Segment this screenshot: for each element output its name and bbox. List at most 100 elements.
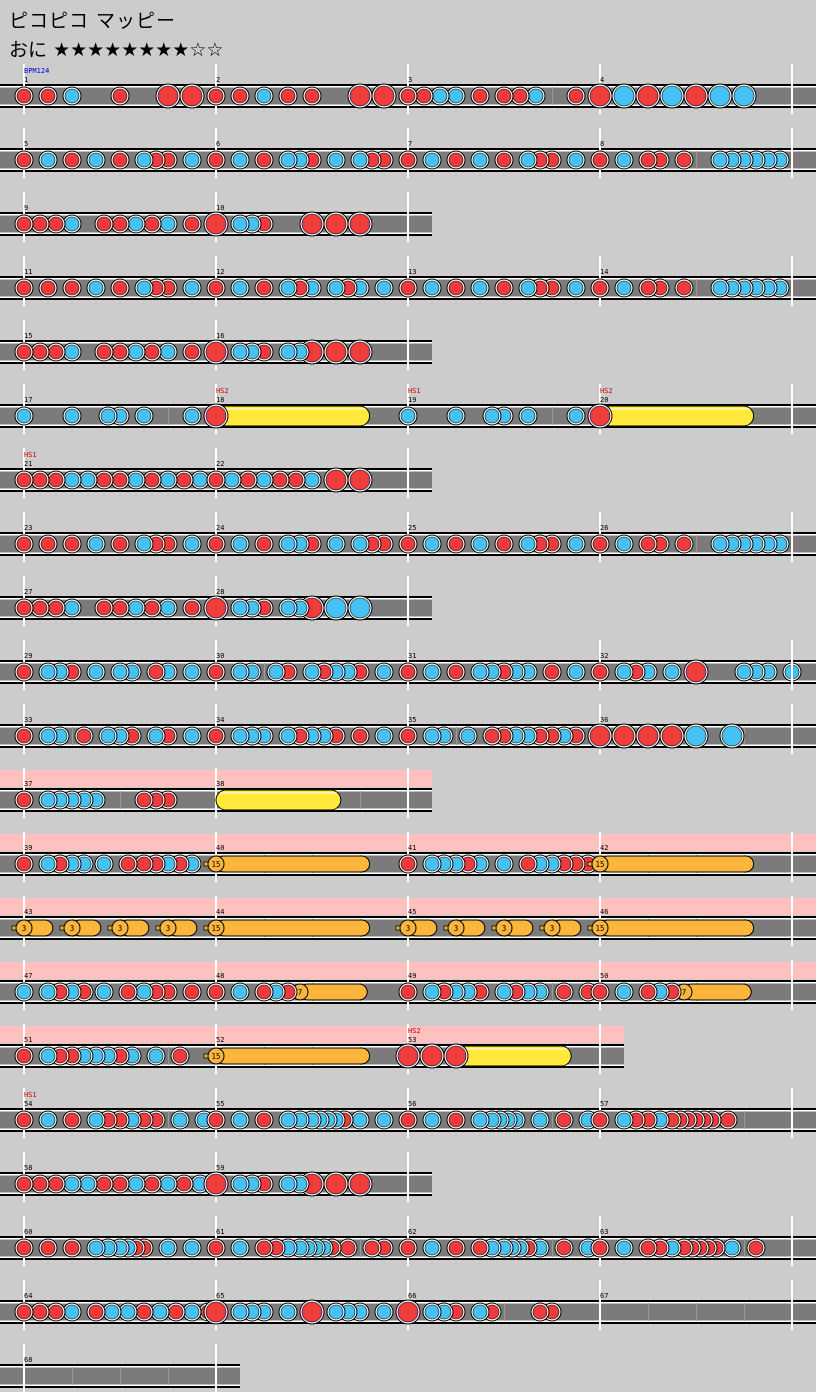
ka-note [98,406,118,426]
ka-note [374,726,394,746]
chart-row: 58 59 [0,1152,432,1202]
don-note [142,342,162,362]
don-big-note [299,1299,325,1325]
chart-row: 5 6 7 8 [0,128,816,178]
measure-number: 65 [216,1292,224,1300]
don-big-note [203,1299,229,1325]
don-big-note [203,211,229,237]
don-note [166,1302,186,1322]
measure-number: 11 [24,268,32,276]
ka-note [422,662,442,682]
don-note [110,1174,130,1194]
ka-note [86,534,106,554]
don-note [146,662,166,682]
measure-number: 43 [24,908,32,916]
don-note [14,278,34,298]
don-note [62,278,82,298]
ka-note [86,1110,106,1130]
difficulty-label: おに [9,39,48,61]
don-big-note [323,467,349,493]
balloon-body [215,1047,371,1065]
don-note [46,598,66,618]
balloon-head [591,919,609,937]
ka-note [302,470,322,490]
measure-3: 3 [398,64,586,114]
ka-note [530,1110,550,1130]
don-note [398,150,418,170]
ka-note [230,662,250,682]
measure-number: 24 [216,524,224,532]
measure-25: 25 [398,512,586,562]
don-note [590,278,610,298]
don-note [182,982,202,1002]
measure-number: 3 [408,76,412,84]
don-note [62,534,82,554]
don-big-note [395,1299,421,1325]
ka-note [566,534,586,554]
bar-line-end [791,832,793,882]
ka-note [350,150,370,170]
balloon-count: 15 [595,924,604,933]
don-note [134,790,154,810]
don-note [230,86,250,106]
don-note [110,150,130,170]
ka-note [350,534,370,554]
measure-number: 63 [600,1228,608,1236]
bar-line [215,768,217,818]
measure-38: 38 [215,768,342,818]
measure-number: 19 [408,396,416,404]
don-note [350,726,370,746]
measure-number: 22 [216,460,224,468]
lane-border-top [0,1044,624,1046]
don-note [398,534,418,554]
don-big-note [179,83,205,109]
ka-note [38,982,58,1002]
gogo-band [0,1026,624,1043]
lane-highlight-bottom [0,1384,240,1386]
measure-number: 7 [408,140,412,148]
ka-note [422,982,442,1002]
measure-marker: HS1 [408,387,421,395]
measure-number: 30 [216,652,224,660]
measure-number: 62 [408,1228,416,1236]
don-note [14,534,34,554]
don-note [30,1302,50,1322]
ka-note [422,726,442,746]
don-note [38,1238,58,1258]
ka-note [38,1046,58,1066]
don-note [110,342,130,362]
don-note [110,470,130,490]
measure-number: 23 [24,524,32,532]
don-note [30,214,50,234]
ka-note [38,726,58,746]
balloon-head [207,919,225,937]
don-note [74,726,94,746]
don-note [494,150,514,170]
don-note [254,534,274,554]
measure-2: 2 [206,64,397,114]
don-note [206,662,226,682]
ka-note [614,982,634,1002]
balloon-head [159,919,177,937]
bar-line-end [791,1216,793,1266]
measure-number: 21 [24,460,32,468]
bar-line-end [791,896,793,946]
ka-note [614,1110,634,1130]
don-note [254,1238,274,1258]
lane-border-bottom [0,1066,624,1068]
don-note [590,534,610,554]
ka-note [614,278,634,298]
measure-number: 17 [24,396,32,404]
ka-note [278,342,298,362]
ka-note [78,1174,98,1194]
don-big-note [683,659,709,685]
don-note [590,150,610,170]
ka-note [470,534,490,554]
don-note [470,86,490,106]
ka-note [734,662,754,682]
don-note [86,1302,106,1322]
